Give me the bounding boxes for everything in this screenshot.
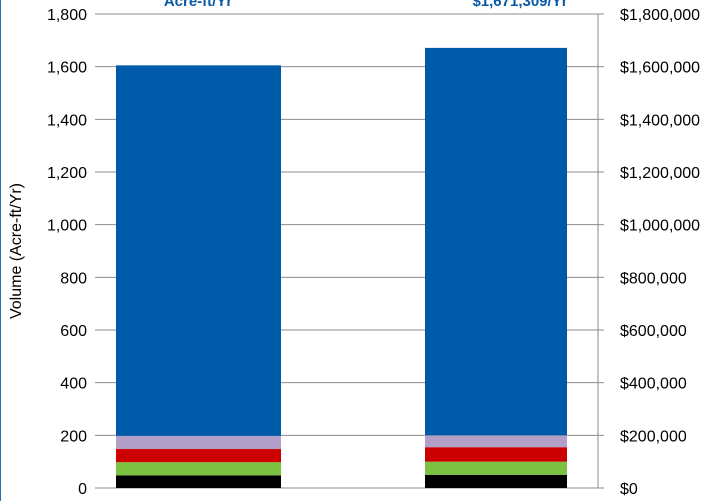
right-tick-label: $1,200,000 (620, 165, 700, 182)
bar-1-top-label: Acre-ft/Yr (164, 0, 233, 10)
bar-2-segment-1 (425, 474, 567, 488)
right-tick-label: $1,600,000 (620, 60, 700, 77)
bar-1-segment-4 (116, 435, 281, 450)
left-tick-label: 200 (60, 428, 87, 445)
right-tick-label: $1,400,000 (620, 112, 700, 129)
left-axis-ticks: 0 200 400 600 800 1,000 1,200 1,400 1,600 1,800 (47, 7, 87, 498)
bar-2-segment-5 (425, 47, 567, 436)
bar-2-top-label: $1,671,309/Yr (472, 0, 567, 10)
right-tick-label: $1,800,000 (620, 7, 700, 24)
left-tick-label: 1,600 (47, 60, 87, 77)
bars (116, 47, 567, 488)
left-tick-label: 1,400 (47, 112, 87, 129)
right-tick-label: $400,000 (620, 376, 687, 393)
right-tick-label: $0 (620, 481, 638, 498)
y-axis-title: Volume (Acre-ft/Yr) (8, 183, 25, 319)
right-axis-ticks: $0 $200,000 $400,000 $600,000 $800,000 $1,000… (598, 7, 700, 498)
left-tick-label: 1,000 (47, 218, 87, 235)
right-tick-label: $200,000 (620, 428, 687, 445)
left-tick-label: 1,800 (47, 7, 87, 24)
right-tick-label: $1,000,000 (620, 218, 700, 235)
right-tick-label: $800,000 (620, 270, 687, 287)
bar-1-segment-5 (116, 65, 281, 436)
bar-1-segment-2 (116, 462, 281, 476)
left-tick-label: 800 (60, 270, 87, 287)
bar-2-segment-2 (425, 461, 567, 475)
bar-2-segment-4 (425, 435, 567, 448)
left-tick-label: 1,200 (47, 165, 87, 182)
left-tick-label: 400 (60, 376, 87, 393)
bar-top-labels: Acre-ft/Yr $1,671,309/Yr (164, 0, 568, 10)
right-tick-label: $600,000 (620, 323, 687, 340)
bar-1-segment-1 (116, 475, 281, 488)
bar-1-segment-3 (116, 449, 281, 463)
left-tick-label: 0 (78, 481, 87, 498)
bar-2-segment-3 (425, 447, 567, 462)
left-tick-label: 600 (60, 323, 87, 340)
